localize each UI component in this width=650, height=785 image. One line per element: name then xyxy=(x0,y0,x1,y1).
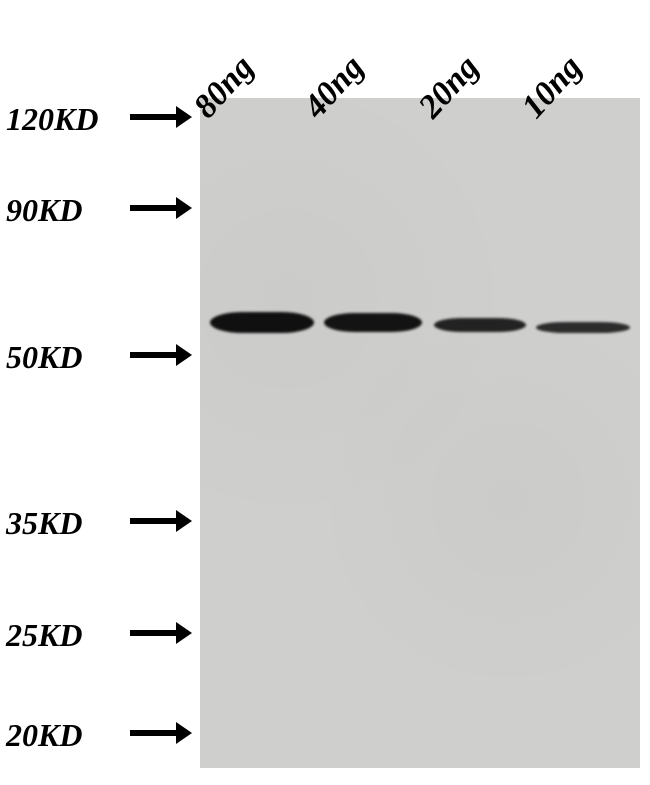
protein-band xyxy=(434,318,526,332)
arrow-right-icon xyxy=(130,730,178,736)
protein-band xyxy=(210,312,314,333)
ladder-label: 20KD xyxy=(6,717,82,754)
blot-figure: 120KD90KD50KD35KD25KD20KD 80ng40ng20ng10… xyxy=(0,0,650,785)
protein-band xyxy=(324,313,422,332)
ladder-label: 50KD xyxy=(6,339,82,376)
arrow-right-icon xyxy=(130,352,178,358)
arrow-right-icon xyxy=(130,630,178,636)
blot-membrane xyxy=(200,98,640,768)
ladder-label: 120KD xyxy=(6,101,98,138)
arrow-right-icon xyxy=(130,205,178,211)
arrow-right-icon xyxy=(130,114,178,120)
arrow-right-icon xyxy=(130,518,178,524)
ladder-label: 35KD xyxy=(6,505,82,542)
ladder-label: 90KD xyxy=(6,192,82,229)
protein-band xyxy=(536,322,630,333)
ladder-label: 25KD xyxy=(6,617,82,654)
